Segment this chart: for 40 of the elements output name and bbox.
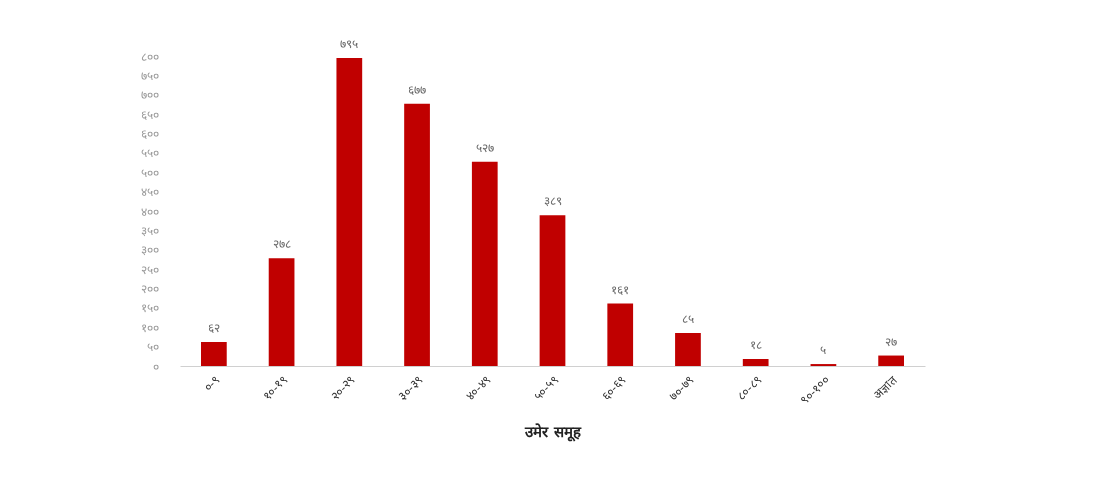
y-tick-label: ७०० xyxy=(140,88,159,103)
data-label: ७९५ xyxy=(340,36,359,51)
y-tick-label: ४५० xyxy=(140,185,159,200)
data-label: ६७७ xyxy=(408,82,427,97)
y-tick-label: ३०० xyxy=(140,243,159,258)
bar xyxy=(607,303,634,366)
y-tick-label: २५० xyxy=(140,262,159,277)
bar xyxy=(675,333,701,366)
bar xyxy=(742,359,769,366)
bar xyxy=(268,258,295,366)
data-label: ५ xyxy=(820,343,827,358)
bar xyxy=(471,161,498,366)
y-tick-label: १५० xyxy=(140,301,159,316)
y-tick-label: ४०० xyxy=(140,204,159,219)
y-tick-label: १०० xyxy=(140,320,159,335)
y-tick-label: २०० xyxy=(140,282,159,296)
y-tick-label: ६०० xyxy=(140,127,159,141)
y-tick-label: ८०० xyxy=(140,49,159,64)
data-label: ३८९ xyxy=(543,194,562,209)
bar xyxy=(404,103,430,366)
y-tick-label: ७५० xyxy=(140,68,159,83)
data-label: २७ xyxy=(885,334,898,349)
bar xyxy=(539,215,566,366)
y-tick-label: ३५० xyxy=(140,223,159,238)
y-tick-label: ५०० xyxy=(140,165,159,180)
data-label: १६१ xyxy=(611,282,630,297)
bar xyxy=(201,341,227,366)
data-label: ६२ xyxy=(207,320,220,335)
data-label: १८ xyxy=(749,338,762,353)
data-label: ८५ xyxy=(681,312,694,327)
bar xyxy=(336,57,363,366)
y-tick-label: ५५० xyxy=(140,146,159,161)
x-tick-label: ०-९ xyxy=(200,373,223,395)
data-label: २७८ xyxy=(272,237,291,252)
x-axis-title: उमेर समूह xyxy=(524,422,582,442)
y-tick-label: ६५० xyxy=(140,107,159,122)
bar xyxy=(878,355,904,366)
y-tick-label: ५० xyxy=(146,340,159,355)
y-tick-label: ० xyxy=(152,359,159,374)
data-label: ५२७ xyxy=(475,140,494,155)
